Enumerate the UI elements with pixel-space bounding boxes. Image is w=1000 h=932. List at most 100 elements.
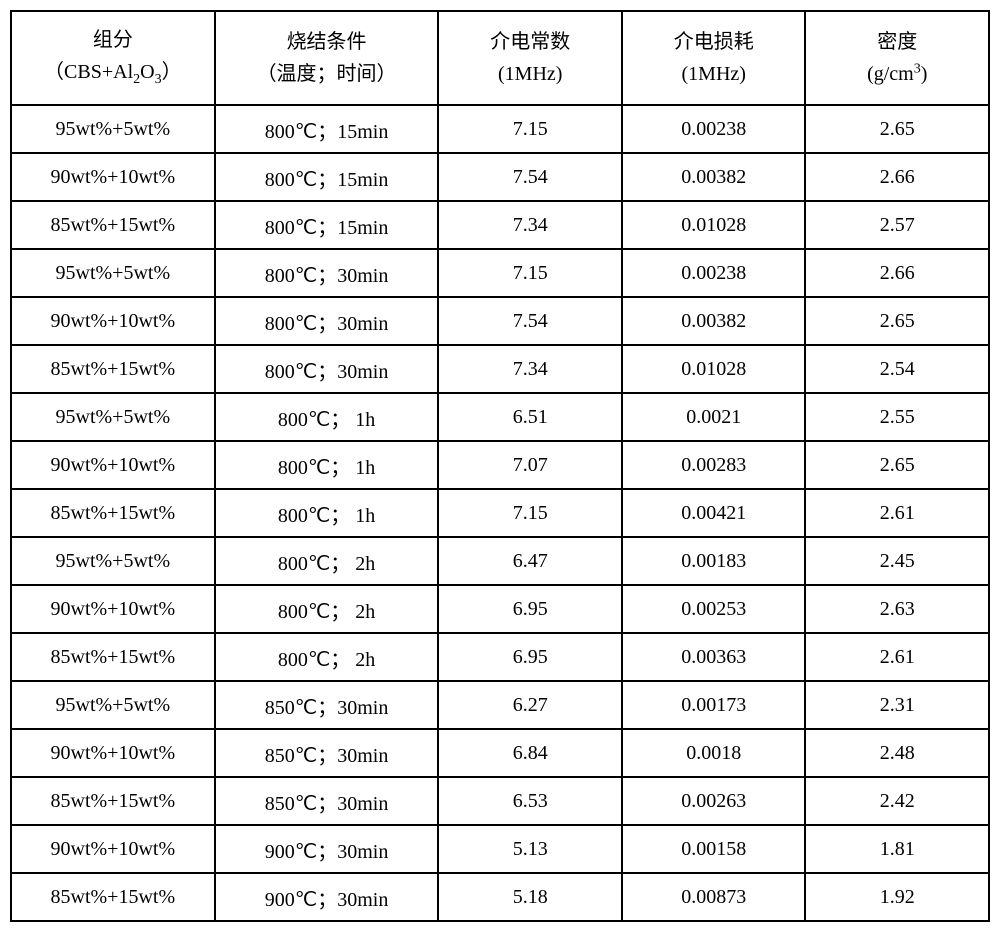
table-cell: 0.00382 [622,153,806,201]
table-cell: 0.00253 [622,585,806,633]
table-cell: 0.00382 [622,297,806,345]
table-cell: 2.42 [805,777,989,825]
table-cell: 85wt%+15wt% [11,873,215,921]
header-composition: 组分 （CBS+Al2O3） [11,11,215,105]
table-cell: 0.00263 [622,777,806,825]
table-cell: 800℃；15min [215,153,439,201]
table-cell: 6.51 [438,393,622,441]
table-body: 95wt%+5wt%800℃；15min7.150.002382.6590wt%… [11,105,989,921]
table-row: 95wt%+5wt%800℃； 2h6.470.001832.45 [11,537,989,585]
table-cell: 7.34 [438,345,622,393]
header-line1: 组分 [12,24,214,56]
table-cell: 0.00173 [622,681,806,729]
header-line1: 介电损耗 [623,26,805,58]
table-row: 95wt%+5wt%800℃；30min7.150.002382.66 [11,249,989,297]
data-table: 组分 （CBS+Al2O3） 烧结条件 （温度；时间） 介电常数 (1MHz) … [10,10,990,922]
header-dielectric-constant: 介电常数 (1MHz) [438,11,622,105]
table-cell: 85wt%+15wt% [11,489,215,537]
table-cell: 800℃； 1h [215,393,439,441]
table-cell: 90wt%+10wt% [11,441,215,489]
table-cell: 900℃；30min [215,873,439,921]
table-cell: 7.54 [438,297,622,345]
table-cell: 800℃；15min [215,105,439,153]
table-cell: 1.81 [805,825,989,873]
table-cell: 2.55 [805,393,989,441]
table-cell: 6.53 [438,777,622,825]
table-cell: 7.15 [438,249,622,297]
table-cell: 2.66 [805,249,989,297]
table-row: 85wt%+15wt%800℃；30min7.340.010282.54 [11,345,989,393]
table-cell: 90wt%+10wt% [11,153,215,201]
table-cell: 2.48 [805,729,989,777]
table-row: 90wt%+10wt%850℃；30min6.840.00182.48 [11,729,989,777]
table-row: 85wt%+15wt%800℃； 1h7.150.004212.61 [11,489,989,537]
table-cell: 7.54 [438,153,622,201]
table-cell: 6.84 [438,729,622,777]
table-cell: 90wt%+10wt% [11,729,215,777]
table-cell: 0.00421 [622,489,806,537]
table-cell: 800℃； 2h [215,585,439,633]
table-header: 组分 （CBS+Al2O3） 烧结条件 （温度；时间） 介电常数 (1MHz) … [11,11,989,105]
table-cell: 2.66 [805,153,989,201]
table-cell: 0.00158 [622,825,806,873]
table-cell: 2.63 [805,585,989,633]
header-line2: (1MHz) [623,58,805,90]
table-cell: 6.95 [438,633,622,681]
table-cell: 800℃； 1h [215,489,439,537]
table-cell: 7.15 [438,105,622,153]
table-cell: 6.47 [438,537,622,585]
table-row: 85wt%+15wt%850℃；30min6.530.002632.42 [11,777,989,825]
table-cell: 2.54 [805,345,989,393]
table-row: 85wt%+15wt%900℃；30min5.180.008731.92 [11,873,989,921]
table-cell: 800℃； 2h [215,537,439,585]
header-line1: 烧结条件 [216,26,438,58]
table-row: 85wt%+15wt%800℃； 2h6.950.003632.61 [11,633,989,681]
table-cell: 5.13 [438,825,622,873]
table-cell: 800℃；30min [215,297,439,345]
table-cell: 2.45 [805,537,989,585]
table-cell: 0.00183 [622,537,806,585]
table-row: 90wt%+10wt%800℃；30min7.540.003822.65 [11,297,989,345]
table-cell: 2.57 [805,201,989,249]
table-row: 85wt%+15wt%800℃；15min7.340.010282.57 [11,201,989,249]
table-cell: 2.61 [805,633,989,681]
table-cell: 5.18 [438,873,622,921]
table-cell: 95wt%+5wt% [11,105,215,153]
table-cell: 800℃；30min [215,249,439,297]
table-cell: 7.07 [438,441,622,489]
table-row: 95wt%+5wt%800℃； 1h6.510.00212.55 [11,393,989,441]
table-cell: 85wt%+15wt% [11,777,215,825]
header-density: 密度 (g/cm3) [805,11,989,105]
table-cell: 0.00238 [622,249,806,297]
header-line2: (1MHz) [439,58,621,90]
table-cell: 95wt%+5wt% [11,249,215,297]
table-cell: 800℃； 2h [215,633,439,681]
table-cell: 95wt%+5wt% [11,681,215,729]
table-cell: 85wt%+15wt% [11,345,215,393]
table-cell: 0.01028 [622,345,806,393]
header-line2: (g/cm3) [806,58,988,90]
table-cell: 90wt%+10wt% [11,585,215,633]
table-cell: 850℃；30min [215,729,439,777]
table-cell: 0.01028 [622,201,806,249]
table-cell: 2.65 [805,297,989,345]
table-row: 90wt%+10wt%800℃；15min7.540.003822.66 [11,153,989,201]
table-cell: 2.31 [805,681,989,729]
header-row: 组分 （CBS+Al2O3） 烧结条件 （温度；时间） 介电常数 (1MHz) … [11,11,989,105]
header-line1: 密度 [806,26,988,58]
table-cell: 95wt%+5wt% [11,393,215,441]
table-cell: 2.65 [805,441,989,489]
table-cell: 900℃；30min [215,825,439,873]
table-row: 90wt%+10wt%800℃； 2h6.950.002532.63 [11,585,989,633]
table-cell: 95wt%+5wt% [11,537,215,585]
header-line2: （温度；时间） [216,58,438,90]
table-cell: 2.65 [805,105,989,153]
table-row: 90wt%+10wt%800℃； 1h7.070.002832.65 [11,441,989,489]
table-cell: 7.15 [438,489,622,537]
table-row: 90wt%+10wt%900℃；30min5.130.001581.81 [11,825,989,873]
table-row: 95wt%+5wt%800℃；15min7.150.002382.65 [11,105,989,153]
header-conditions: 烧结条件 （温度；时间） [215,11,439,105]
table-cell: 85wt%+15wt% [11,633,215,681]
table-cell: 800℃； 1h [215,441,439,489]
table-cell: 0.00873 [622,873,806,921]
